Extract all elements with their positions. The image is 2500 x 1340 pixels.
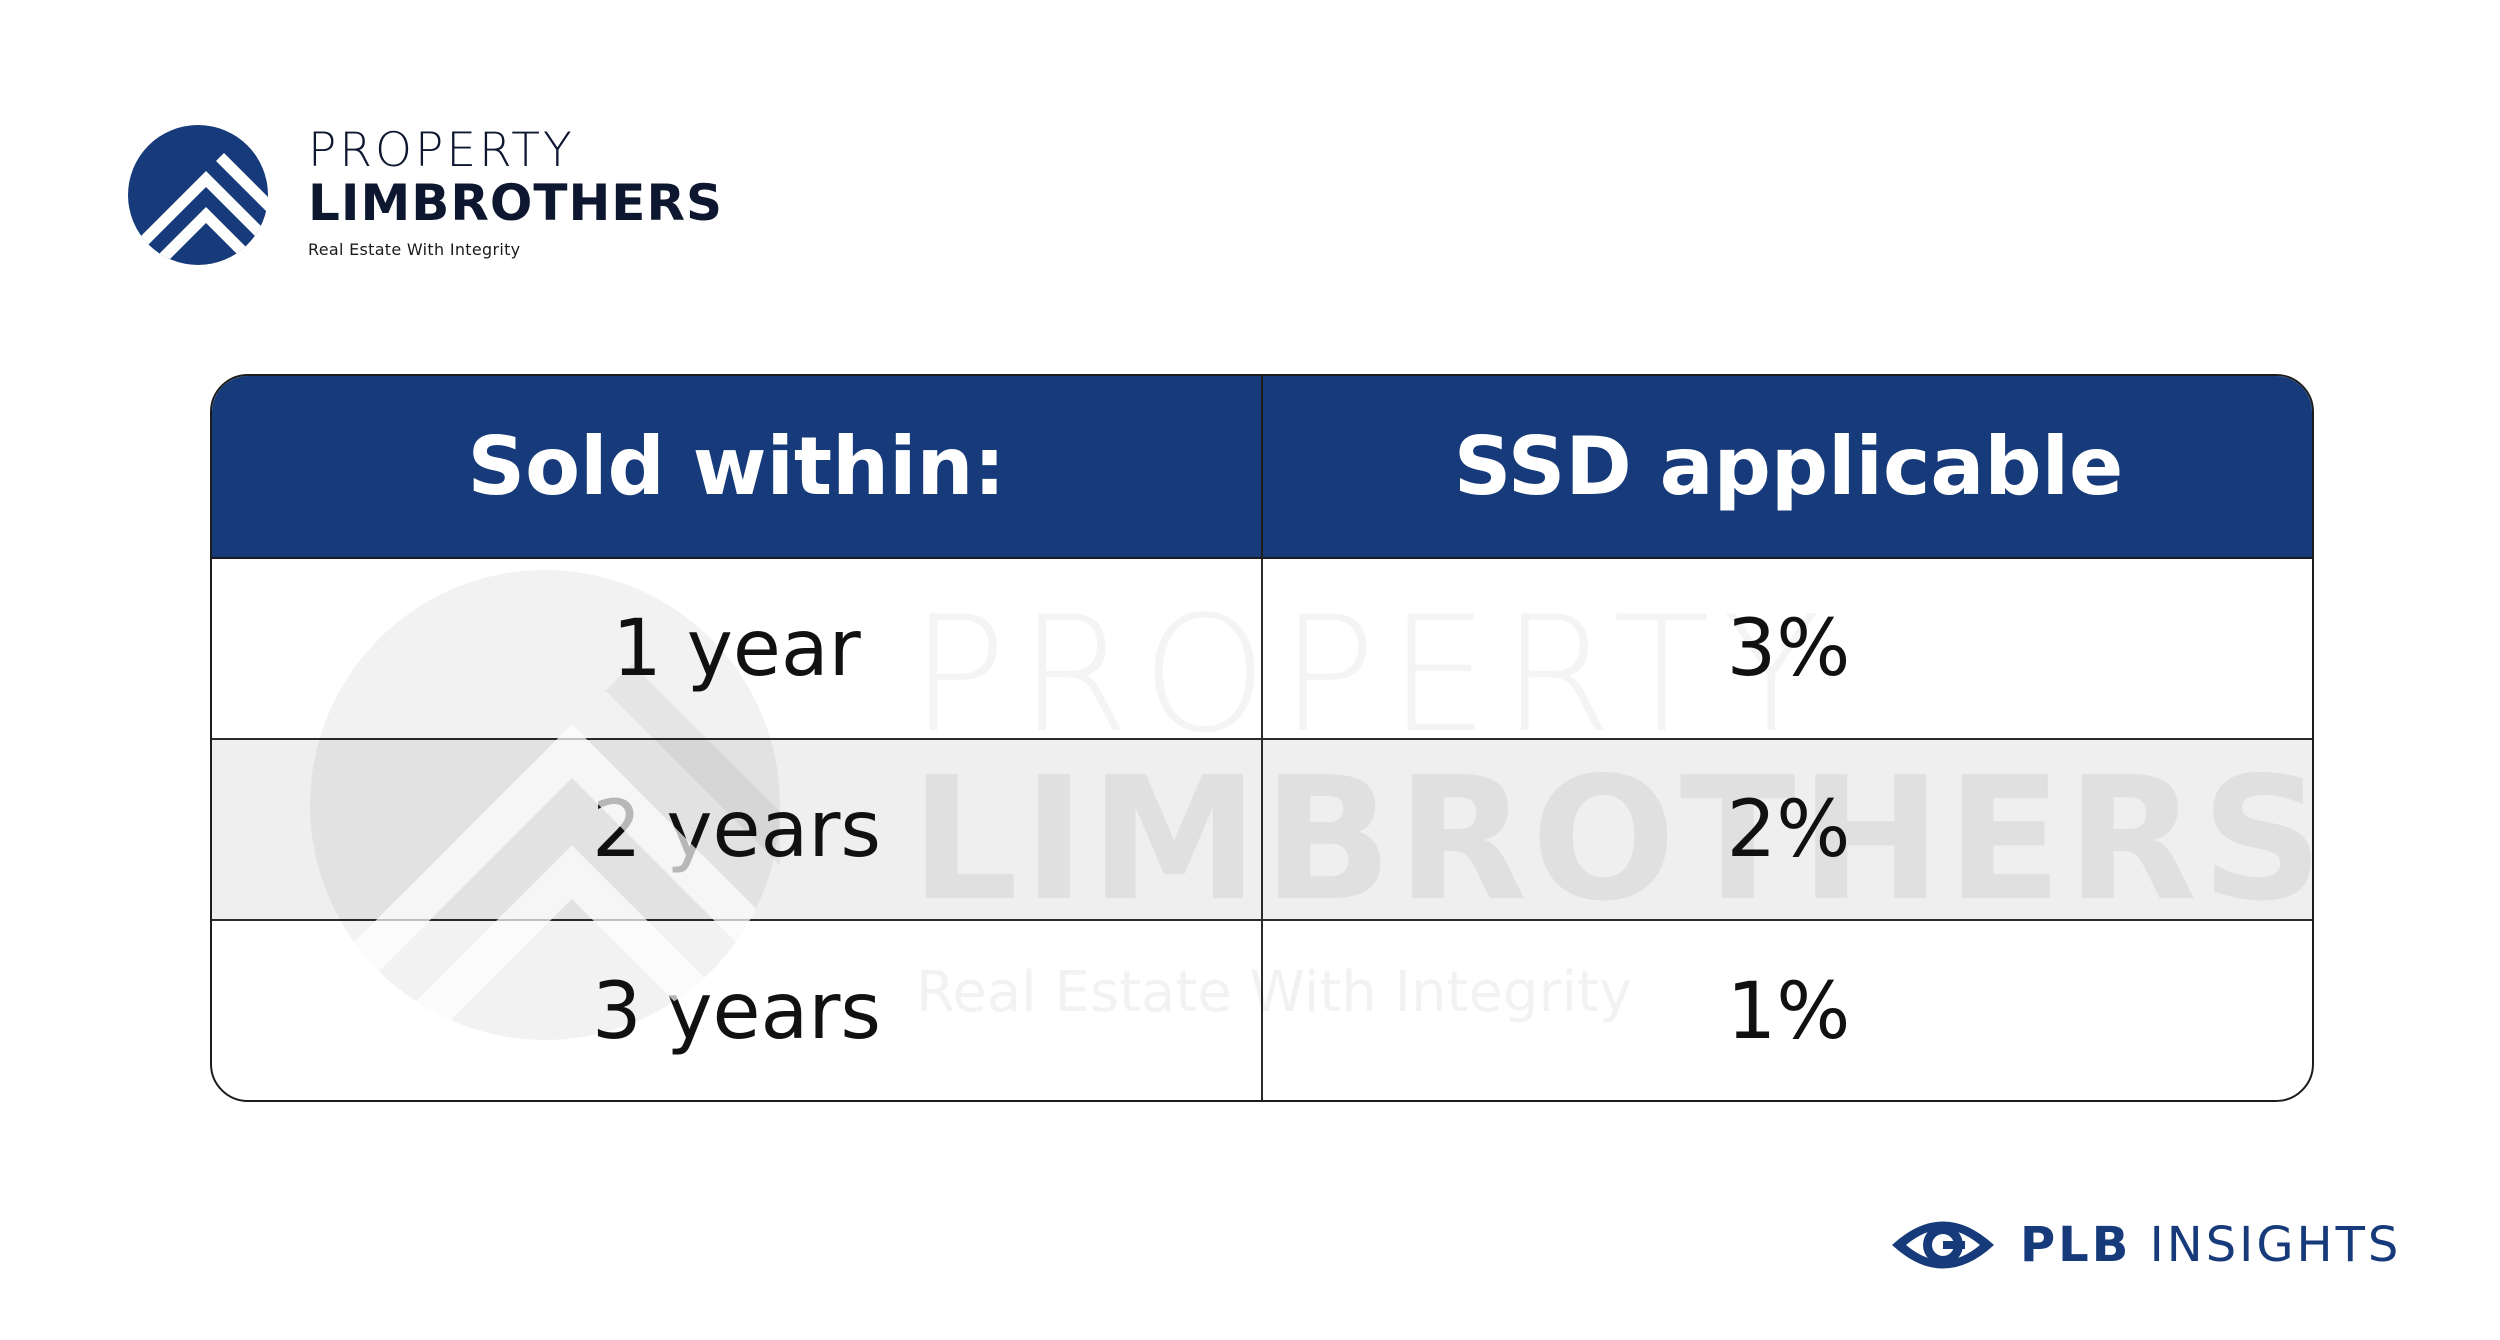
table-header-row: Sold within: SSD applicable bbox=[212, 376, 2312, 559]
logo-tagline: Real Estate With Integrity bbox=[308, 240, 521, 259]
rate-cell: 1% bbox=[1726, 967, 1851, 1057]
header-sold-within: Sold within: bbox=[212, 376, 1263, 557]
plb-insights-logo: PLB INSIGHTS bbox=[1888, 1210, 2401, 1280]
rate-cell: 2% bbox=[1726, 784, 1851, 875]
logo-line-property: PROPERTY bbox=[308, 123, 575, 178]
table-row: 1 year 3% bbox=[212, 559, 2312, 740]
period-cell: 1 year bbox=[212, 559, 1263, 738]
eye-icon bbox=[1892, 1221, 1994, 1269]
header-ssd-applicable: SSD applicable bbox=[1453, 420, 2124, 513]
insights-plb: PLB bbox=[2020, 1217, 2132, 1273]
table-row: 2 years 2% bbox=[212, 740, 2312, 921]
rate-cell: 3% bbox=[1726, 603, 1851, 694]
period-cell: 2 years bbox=[212, 740, 1263, 919]
table-row: 3 years 1% bbox=[212, 921, 2312, 1100]
insights-label: INSIGHTS bbox=[2149, 1217, 2402, 1273]
house-roof-logo-icon bbox=[128, 125, 268, 265]
ssd-table: Sold within: SSD applicable 1 year 3% 2 … bbox=[210, 374, 2314, 1102]
logo-line-limbrothers: LIMBROTHERS bbox=[308, 174, 723, 232]
period-cell: 3 years bbox=[212, 921, 1263, 1100]
property-limbrothers-logo: PROPERTY LIMBROTHERS Real Estate With In… bbox=[128, 122, 728, 272]
